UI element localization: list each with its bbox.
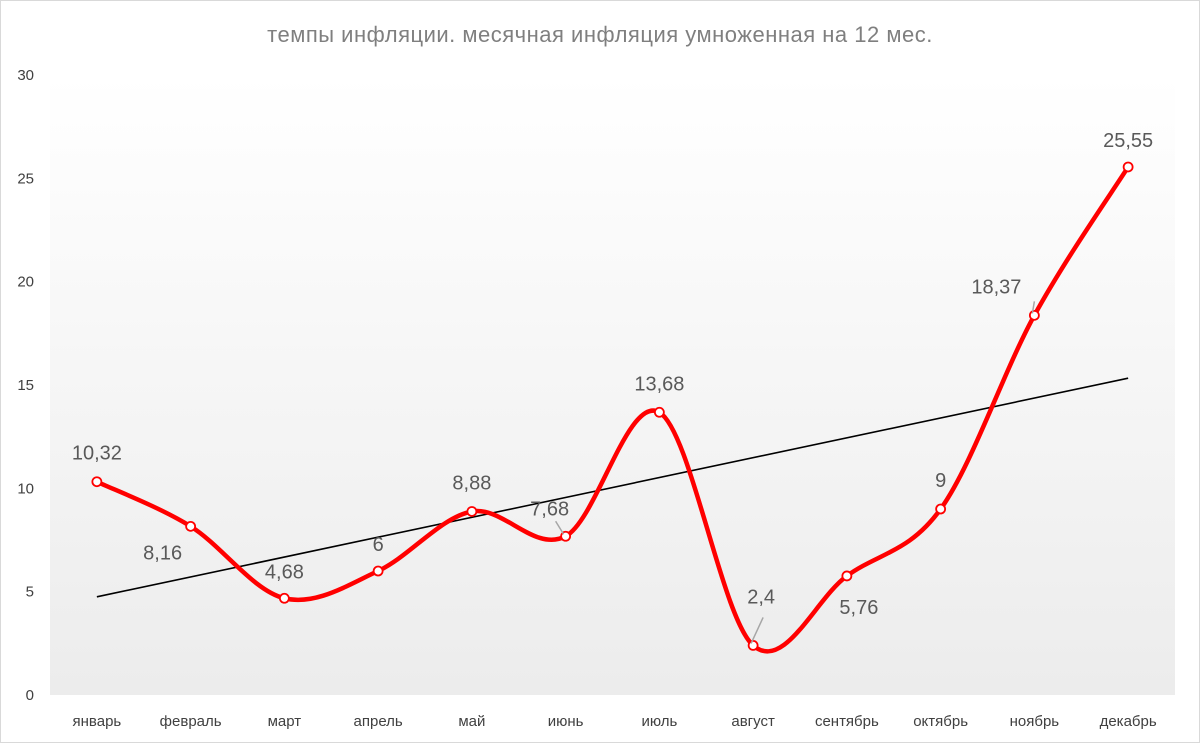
- y-tick-label: 30: [17, 67, 34, 84]
- y-tick-label: 25: [17, 170, 34, 187]
- data-label: 7,68: [530, 498, 569, 520]
- x-tick-label: февраль: [160, 713, 222, 730]
- y-tick-label: 20: [17, 274, 34, 291]
- data-label: 8,16: [143, 542, 182, 564]
- x-tick-label: май: [458, 713, 485, 730]
- data-point: [841, 570, 853, 582]
- x-tick-label: октябрь: [913, 713, 968, 730]
- data-point: [1122, 161, 1134, 173]
- data-point: [1028, 309, 1040, 321]
- data-point: [372, 565, 384, 577]
- data-label: 18,37: [971, 276, 1021, 298]
- x-tick-label: август: [731, 713, 775, 730]
- y-tick-label: 0: [26, 687, 34, 704]
- x-tick-label: декабрь: [1100, 713, 1157, 730]
- data-label: 25,55: [1103, 130, 1153, 152]
- data-label-leader: [750, 617, 764, 644]
- x-tick-label: июнь: [548, 713, 584, 730]
- data-label: 10,32: [72, 443, 122, 465]
- data-point: [653, 406, 665, 418]
- data-label: 8,88: [452, 472, 491, 494]
- x-tick-label: январь: [73, 713, 122, 730]
- data-labels-layer: 10,32 8,16 4,68 6 8,88 7,68 13,68 2,4 5,76 9 18,37…: [72, 130, 1153, 644]
- x-tick-label: ноябрь: [1010, 713, 1060, 730]
- trendline-layer: [96, 377, 1129, 598]
- data-point: [935, 503, 947, 515]
- plot-area: [50, 75, 1175, 695]
- x-tick-label: апрель: [354, 713, 403, 730]
- y-tick-label: 5: [26, 584, 34, 601]
- data-point: [185, 520, 197, 532]
- data-point: [91, 476, 103, 488]
- series-points-layer: [91, 161, 1134, 651]
- x-tick-label: сентябрь: [815, 713, 879, 730]
- x-tick-label: июль: [641, 713, 677, 730]
- x-tick-label: март: [268, 713, 302, 730]
- data-point: [278, 592, 290, 604]
- data-label: 4,68: [265, 561, 304, 583]
- data-label-leader: [554, 520, 565, 535]
- data-label: 2,4: [747, 586, 775, 608]
- data-label: 9: [935, 470, 946, 492]
- y-tick-label: 10: [17, 480, 34, 497]
- data-label: 13,68: [634, 373, 684, 395]
- y-tick-label: 15: [17, 377, 34, 394]
- data-label-leader: [1031, 301, 1036, 314]
- data-label: 6: [373, 534, 384, 556]
- data-label: 5,76: [839, 597, 878, 619]
- x-axis-ticks: январь февраль март апрель май июнь июль август…: [73, 713, 1157, 730]
- data-point: [466, 506, 478, 517]
- chart-title: темпы инфляции. месячная инфляция умноже…: [267, 22, 933, 47]
- trendline: [96, 377, 1129, 598]
- data-point: [747, 640, 759, 651]
- y-axis-ticks: 0 5 10 15 20 25 30: [17, 67, 34, 704]
